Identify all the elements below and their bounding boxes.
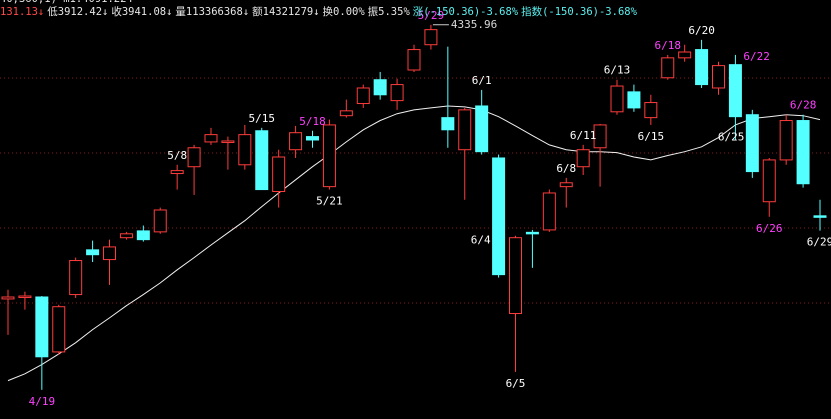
date-label: 6/20 bbox=[688, 24, 715, 37]
candle-body bbox=[272, 156, 286, 193]
candle-body bbox=[492, 157, 506, 276]
date-label: 4/19 bbox=[29, 395, 56, 408]
candle-body bbox=[678, 51, 692, 59]
candle-body bbox=[339, 110, 353, 117]
date-label: 6/13 bbox=[604, 64, 631, 77]
quote-item: 额14321279↓ bbox=[252, 6, 320, 18]
indicator-line: 40,360,1) m1.4091.224 bbox=[0, 0, 640, 6]
candle-body bbox=[18, 295, 32, 299]
date-label: 6/4 bbox=[471, 234, 491, 247]
quote-item: 低3912.42↓ bbox=[47, 6, 109, 18]
date-label: 5/18 bbox=[299, 115, 326, 128]
candle-body bbox=[187, 147, 201, 168]
candle-body bbox=[170, 170, 184, 175]
date-label: 6/5 bbox=[506, 377, 526, 390]
candle-body bbox=[441, 117, 455, 131]
date-label: 6/29 bbox=[807, 236, 831, 249]
candle-body bbox=[728, 64, 742, 118]
candle-body bbox=[373, 79, 387, 96]
date-label: 6/28 bbox=[790, 99, 817, 112]
candle-body bbox=[559, 182, 573, 188]
candle-body bbox=[458, 109, 472, 151]
candle-body bbox=[322, 124, 336, 188]
date-label: 6/8 bbox=[556, 162, 576, 175]
quote-line: 131.13↓ 低3912.42↓ 收3941.08↓ 量113366368↓ 额143… bbox=[0, 6, 640, 19]
quote-item: 涨(-150.36)-3.68% bbox=[412, 6, 519, 18]
quote-item: 指数(-150.36)-3.68% bbox=[521, 6, 637, 18]
candle-body bbox=[712, 65, 725, 89]
candle-body bbox=[813, 215, 827, 218]
quote-item: 振5.35% bbox=[367, 6, 410, 18]
header: 40,360,1) m1.4091.224 131.13↓低3912.42↓收3… bbox=[0, 0, 640, 19]
candle-body bbox=[255, 130, 269, 191]
date-label: 5/15 bbox=[249, 112, 276, 125]
date-label: 6/25 bbox=[718, 131, 745, 144]
candle-body bbox=[356, 87, 370, 105]
date-label: 5/21 bbox=[316, 195, 343, 208]
candle-body bbox=[695, 49, 709, 86]
quote-item: 131.13↓ bbox=[0, 6, 45, 18]
date-label: 6/11 bbox=[570, 129, 597, 142]
candle-body bbox=[407, 49, 421, 71]
candle-body bbox=[119, 233, 133, 239]
candle-body bbox=[542, 192, 556, 231]
candle-body bbox=[136, 230, 150, 241]
candle-body bbox=[306, 136, 319, 141]
date-label: 5/8 bbox=[167, 149, 187, 162]
date-label: 6/1 bbox=[472, 74, 492, 87]
candle-body bbox=[390, 84, 404, 102]
candle-body bbox=[627, 91, 641, 109]
candle-body bbox=[475, 105, 489, 153]
candle-body bbox=[52, 306, 66, 353]
candle-body bbox=[424, 29, 438, 46]
date-label: 6/15 bbox=[638, 130, 665, 143]
date-label: 6/18 bbox=[655, 39, 682, 52]
candle-body bbox=[593, 124, 607, 149]
candle-body bbox=[204, 134, 218, 143]
date-label: 6/26 bbox=[756, 222, 783, 235]
candle-body bbox=[1, 296, 15, 300]
candle-body bbox=[103, 246, 116, 261]
candle-body bbox=[69, 260, 83, 296]
candle-body bbox=[576, 149, 590, 168]
candle-body bbox=[238, 134, 252, 166]
candle-body bbox=[525, 231, 539, 235]
candle-body bbox=[153, 209, 167, 233]
candle-body bbox=[779, 120, 793, 161]
candle-body bbox=[796, 120, 810, 185]
date-label: 6/22 bbox=[743, 50, 770, 63]
candle-body bbox=[610, 85, 624, 113]
date-label: 5/29 bbox=[418, 9, 445, 22]
candle-body bbox=[289, 132, 303, 151]
candle-body bbox=[661, 57, 675, 79]
candle-body bbox=[745, 114, 759, 173]
ma-line bbox=[7, 105, 821, 382]
candle-body bbox=[221, 140, 235, 143]
quote-item: 换0.00% bbox=[322, 6, 365, 18]
candle-body bbox=[762, 159, 776, 203]
max-label: 4335.96 bbox=[451, 18, 497, 31]
candle-body bbox=[644, 102, 658, 119]
quote-item: 收3941.08↓ bbox=[111, 6, 173, 18]
candle-body bbox=[86, 249, 100, 256]
candle-body bbox=[509, 237, 522, 315]
quote-item: 量113366368↓ bbox=[175, 6, 250, 18]
candle-body bbox=[35, 296, 49, 358]
